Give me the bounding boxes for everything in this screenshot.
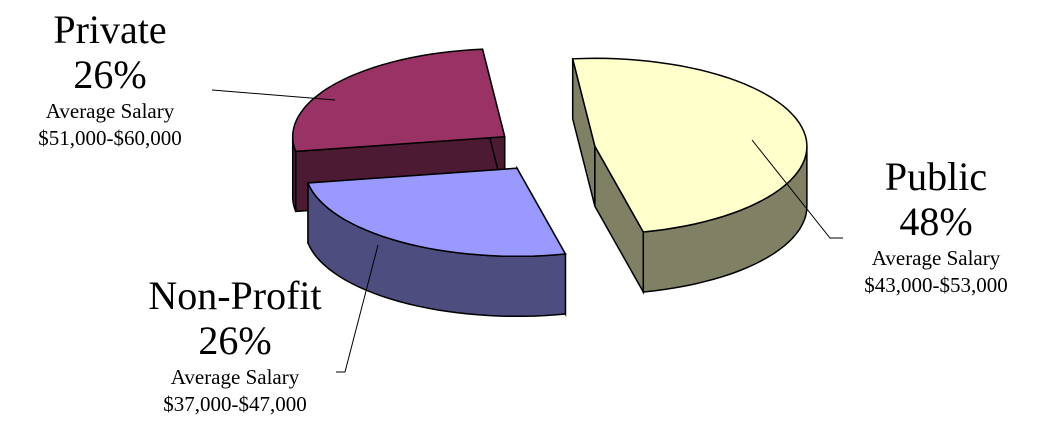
salary-title-nonprofit: Average Salary (170, 364, 300, 389)
leader-nonprofit (336, 244, 379, 373)
label-public: Public 48% Average Salary $43,000-$53,00… (838, 154, 1034, 299)
salary-range-public: $43,000-$53,000 (864, 272, 1008, 297)
slice-name-public: Public (884, 154, 988, 199)
label-private: Private 26% Average Salary $51,000-$60,0… (10, 7, 210, 152)
slice-percent-nonprofit: 26% (198, 317, 272, 363)
leader-lines (211, 89, 843, 373)
leader-private (211, 89, 336, 101)
salary-title-private: Average Salary (45, 98, 175, 123)
salary-range-private: $51,000-$60,000 (38, 125, 182, 150)
leader-public (751, 139, 843, 239)
slice-private (291, 48, 506, 153)
slice-tops (291, 48, 808, 258)
slice-name-nonprofit: Non-Profit (148, 273, 322, 318)
slice-name-private: Private (53, 7, 167, 52)
label-nonprofit: Non-Profit 26% Average Salary $37,000-$4… (120, 273, 350, 418)
slice-percent-private: 26% (73, 51, 147, 97)
slice-public (571, 57, 808, 233)
salary-title-public: Average Salary (871, 245, 1001, 270)
slice-percent-public: 48% (899, 198, 973, 244)
salary-range-nonprofit: $37,000-$47,000 (163, 391, 307, 416)
slice-nonprofit (306, 167, 567, 258)
